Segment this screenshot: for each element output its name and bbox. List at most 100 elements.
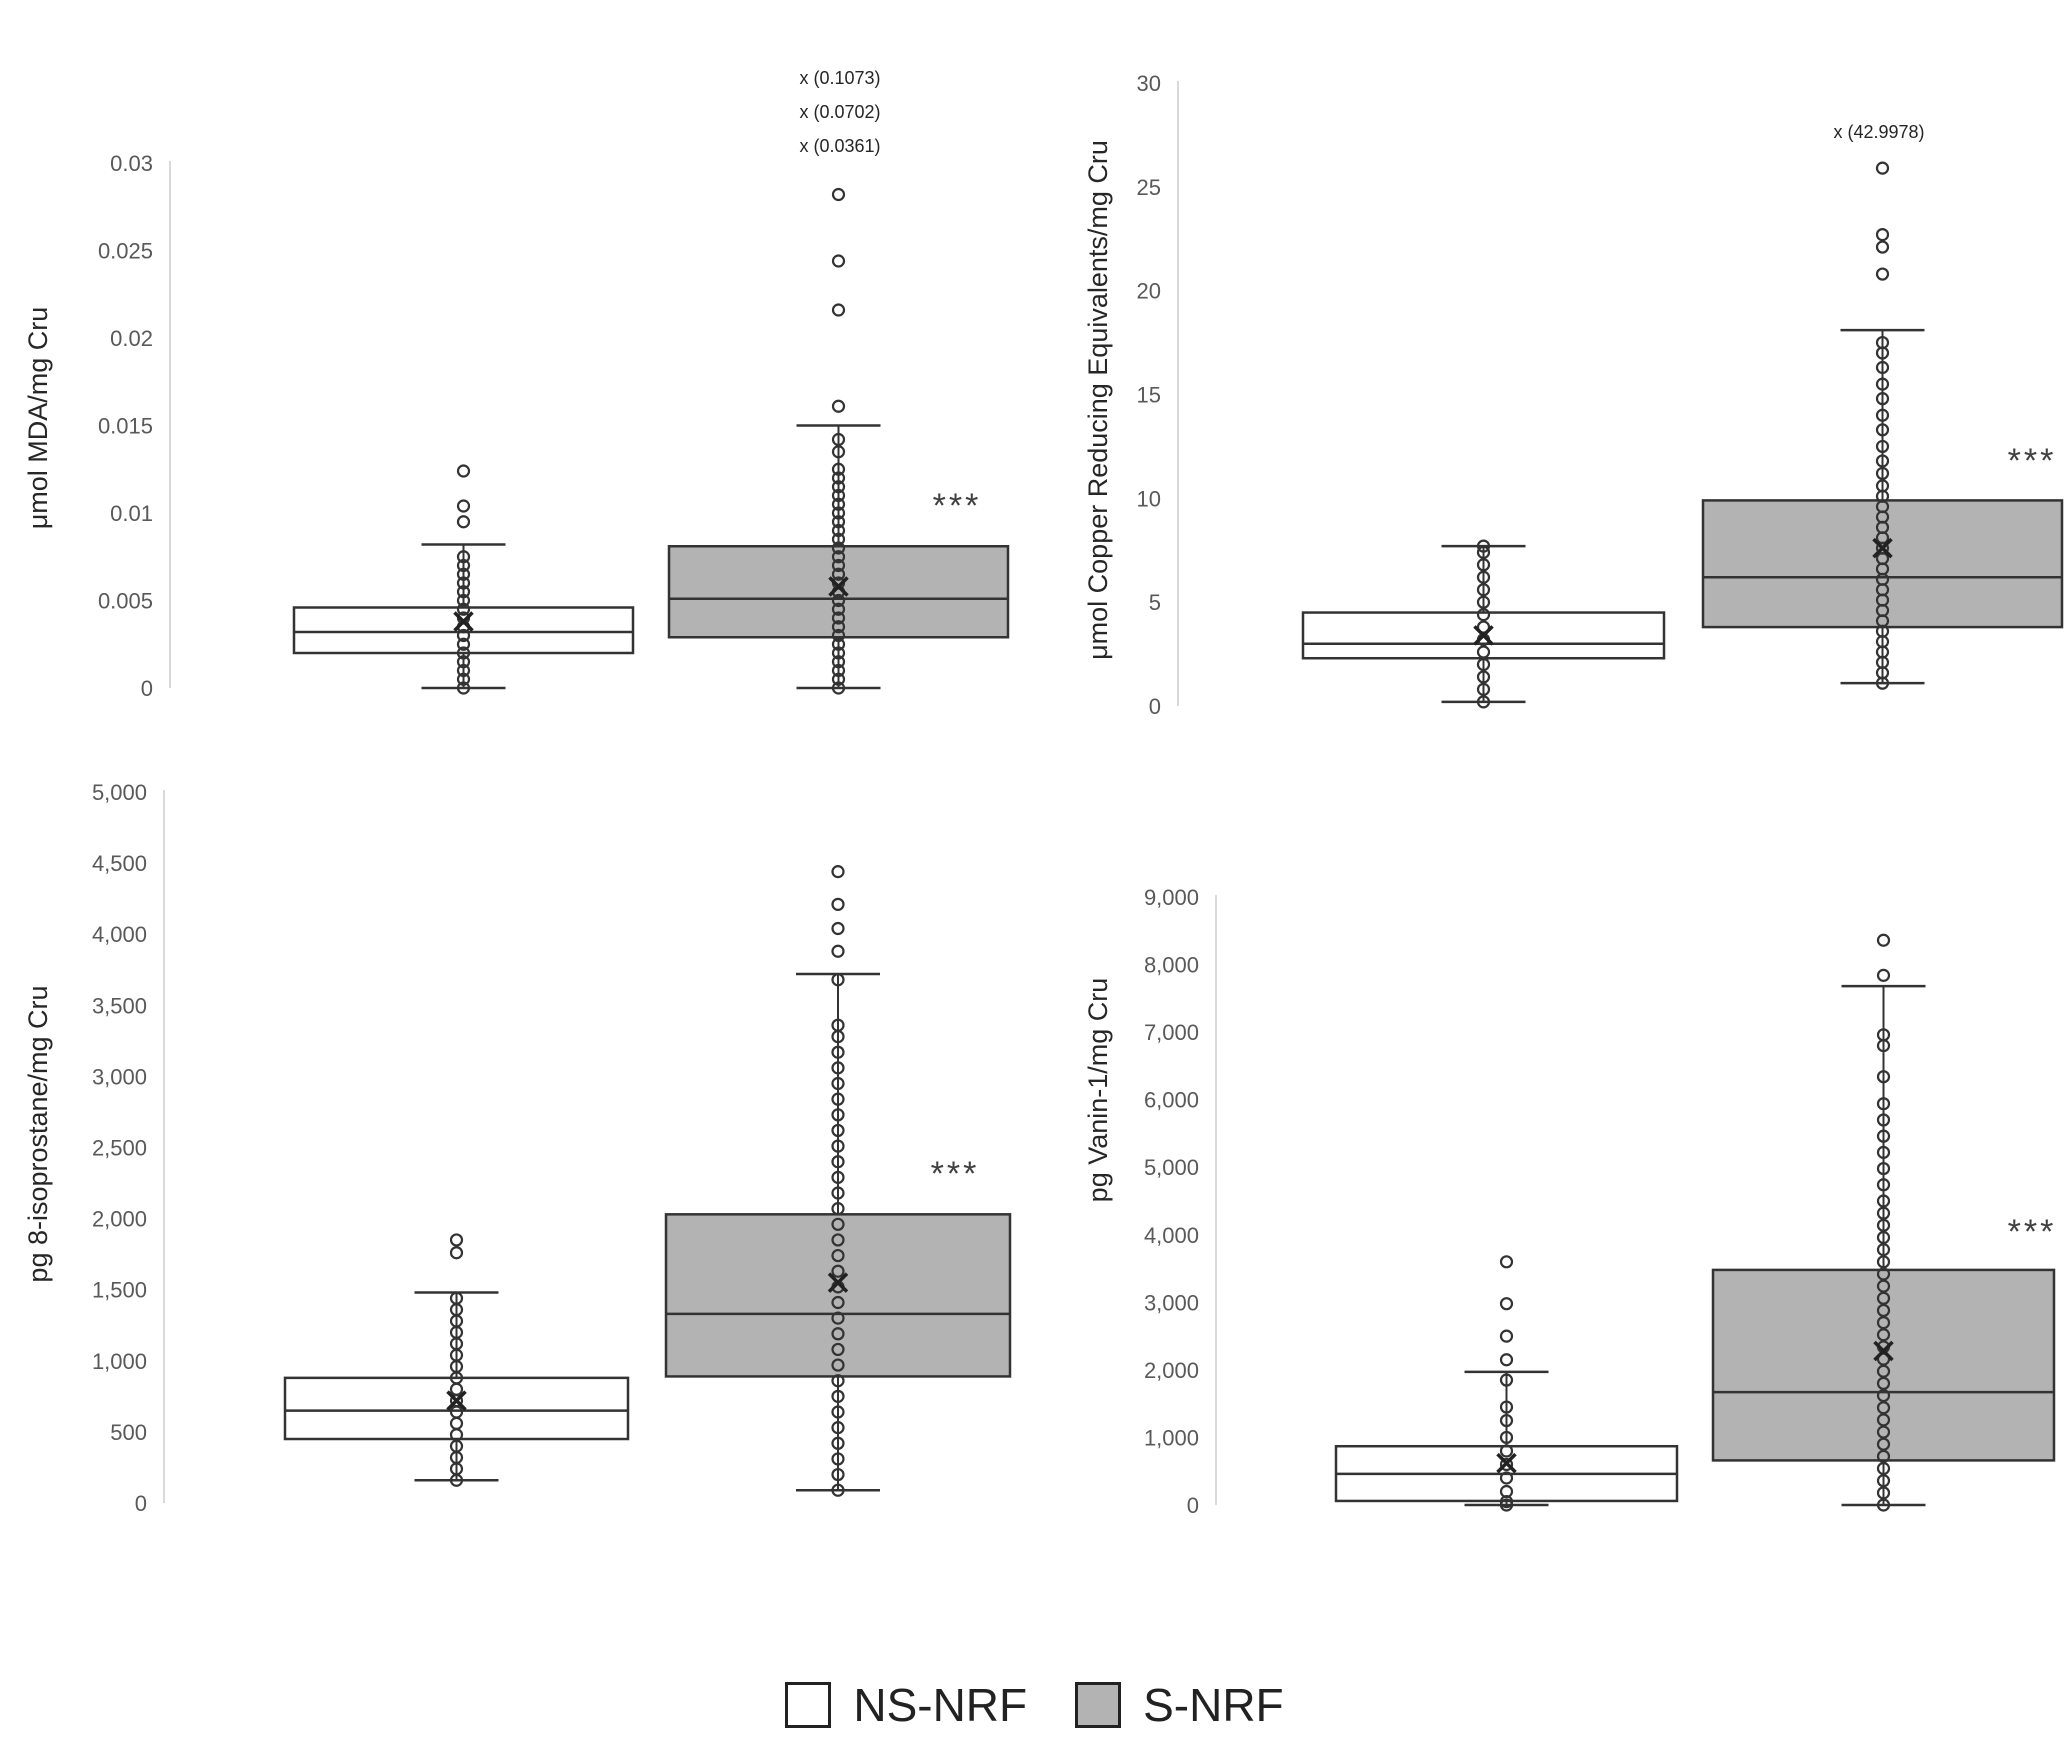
data-point [1876,1279,1891,1293]
data-point [1499,1373,1514,1387]
data-point [831,628,846,643]
data-point [1876,1376,1891,1391]
data-point [1876,1449,1891,1463]
box-ns-nrf [283,1233,630,1487]
data-point [831,1123,845,1138]
data-point [456,681,471,695]
data-point [1476,620,1491,634]
y-tick-label: 25 [1137,175,1161,200]
legend: NS-NRF S-NRF [0,1670,2069,1740]
y-tick-label: 0.01 [110,501,153,526]
y-tick-label: 0.015 [98,414,153,439]
data-point [1876,1230,1891,1245]
data-point [1876,1388,1891,1403]
data-point [831,1389,845,1403]
data-point [831,1233,845,1247]
box-s-nrf [667,187,1010,695]
data-point [831,1108,845,1122]
y-axis-title: μmol Copper Reducing Equivalents/mg Cru [1083,140,1113,660]
data-point [1876,1129,1891,1143]
y-tick-label: 3,500 [92,993,147,1018]
significance-stars: *** [2008,1213,2057,1251]
legend-swatch-s-nrf [1075,1682,1122,1728]
y-tick-label: 0 [1187,1493,1199,1518]
data-point [1876,1352,1891,1366]
data-point [831,1483,845,1497]
y-axis-title: pg 8-isoprostane/mg Cru [23,985,53,1282]
data-point [831,1311,845,1325]
data-point [831,523,846,538]
data-point [831,558,846,573]
data-point [1476,558,1491,572]
y-tick-label: 500 [110,1420,147,1445]
data-point [831,1405,845,1419]
data-point [1876,1364,1891,1378]
significance-stars: *** [933,487,982,525]
data-point [1499,1444,1514,1458]
data-point [1876,1097,1891,1111]
data-point [456,515,471,529]
y-axis-title: μmol MDA/mg Cru [23,307,53,530]
y-tick-label: 2,000 [92,1207,147,1232]
data-point [1476,670,1491,684]
data-point [1876,1291,1891,1305]
data-point [831,532,846,546]
panel-3: 0 500 1,000 1,500 2,000 2,500 3,000 3,500 4,000 4… [23,780,1012,1516]
data-point [456,602,471,616]
y-tick-label: 1,000 [92,1349,147,1374]
mean-marker [446,1390,467,1411]
data-point [831,1139,845,1153]
data-point [1876,1267,1891,1281]
y-tick-label: 2,000 [1144,1358,1199,1383]
data-point [831,973,845,987]
mean-marker [1872,537,1893,559]
panel-1: 0 0.005 0.01 0.015 0.02 0.025 0.03 μmol MDA/mg … [23,68,1010,701]
data-point [831,567,846,581]
data-point [1476,695,1491,709]
data-point [1876,1413,1891,1427]
data-point [1499,1413,1514,1428]
data-point [456,550,471,564]
data-point [831,672,846,686]
data-point [456,628,471,643]
data-point [1476,608,1491,622]
data-point [831,620,846,634]
data-point [831,1076,845,1091]
data-point [831,611,846,625]
y-tick-label: 2,500 [92,1136,147,1161]
data-point [831,1061,845,1075]
data-point [831,593,846,608]
significance-stars: *** [2008,442,2057,480]
data-point [831,445,846,459]
y-tick-label: 4,500 [92,851,147,876]
data-point [831,480,846,494]
data-point [831,515,846,529]
mean-marker [453,611,474,632]
data-point [831,663,846,678]
panel-2: 0 5 10 15 20 25 30 μmol Copper Reducing Equival… [1083,71,2064,719]
box-ns-nrf [1301,539,1666,709]
data-point [831,637,846,651]
data-point [1499,1457,1514,1472]
data-point [831,897,845,911]
data-point [831,506,846,520]
data-point [831,1018,845,1032]
data-point [831,865,845,879]
data-point [831,1467,845,1482]
data-point [1499,1400,1514,1414]
data-point [831,1358,845,1372]
data-point [1499,1484,1514,1499]
data-point [456,637,471,651]
data-point [831,1186,845,1200]
iqr-box [664,1213,1012,1378]
data-point [1876,1161,1891,1176]
data-point [1876,1145,1891,1159]
y-tick-label: 0 [1149,694,1161,719]
y-tick-label: 0 [141,676,153,701]
legend-label-s-nrf: S-NRF [1143,1679,1284,1731]
y-tick-label: 10 [1137,486,1161,511]
data-point [831,432,846,447]
y-tick-label: 1,500 [92,1278,147,1303]
box-s-nrf [664,865,1012,1497]
